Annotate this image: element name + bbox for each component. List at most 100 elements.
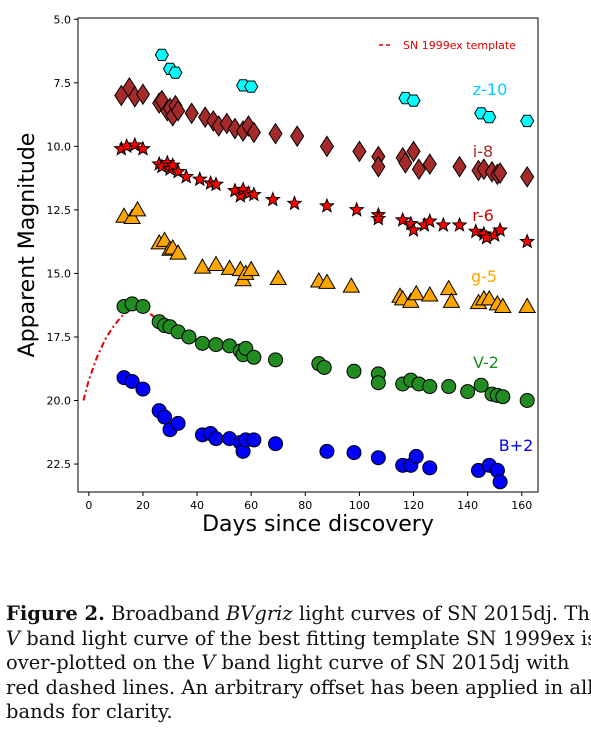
data-point-r-6 bbox=[451, 216, 468, 232]
data-point-v-2 bbox=[370, 375, 386, 391]
data-point-v-2 bbox=[346, 363, 362, 379]
data-point-i-8 bbox=[184, 102, 199, 125]
data-point-z-10 bbox=[406, 94, 421, 107]
data-point-i-8 bbox=[398, 151, 413, 174]
data-point-r-6 bbox=[264, 191, 281, 207]
data-point-g-5 bbox=[518, 297, 537, 313]
data-point-r-6 bbox=[126, 136, 143, 152]
data-point-r-6 bbox=[207, 176, 225, 192]
data-point-r-6 bbox=[191, 170, 208, 187]
data-point-r-6 bbox=[170, 163, 187, 179]
data-point-b-2 bbox=[246, 432, 262, 448]
data-point-g-5 bbox=[439, 279, 458, 296]
data-point-r-6 bbox=[370, 210, 387, 226]
band-label-r-6: r-6 bbox=[472, 206, 494, 225]
data-point-b-2 bbox=[422, 460, 438, 476]
caption-text-2: band light curve of the best fitting tem… bbox=[26, 626, 591, 650]
y-tick-label: 22.5 bbox=[47, 458, 72, 471]
x-tick-label: 60 bbox=[244, 499, 258, 512]
data-point-r-6 bbox=[421, 212, 438, 229]
data-point-g-5 bbox=[480, 289, 499, 306]
data-point-r-6 bbox=[134, 140, 151, 156]
data-point-i-8 bbox=[290, 125, 305, 148]
data-markers-layer bbox=[113, 48, 537, 490]
caption-text-4: red dashed lines. An arbitrary offset ha… bbox=[6, 675, 591, 699]
caption-text-5: bands for clarity. bbox=[6, 700, 173, 723]
x-tick-label: 100 bbox=[349, 499, 370, 512]
data-point-i-8 bbox=[411, 158, 427, 181]
x-tick-label: 20 bbox=[136, 499, 150, 512]
band-label-v-2: V-2 bbox=[473, 353, 499, 372]
plot-frame bbox=[77, 17, 539, 493]
data-point-b-2 bbox=[208, 431, 224, 447]
data-point-g-5 bbox=[493, 297, 512, 313]
data-point-g-5 bbox=[123, 208, 141, 225]
data-point-b-2 bbox=[268, 436, 284, 452]
figure-caption: Figure 2. Broadband BVgriz light curves … bbox=[6, 602, 591, 725]
data-point-r-6 bbox=[318, 197, 335, 213]
band-label-i-8: i-8 bbox=[473, 142, 493, 161]
axes-frame bbox=[77, 17, 539, 493]
data-point-b-2 bbox=[408, 448, 424, 464]
y-tick-label: 15.0 bbox=[47, 267, 72, 280]
data-point-v-2 bbox=[473, 377, 489, 393]
data-point-g-5 bbox=[401, 292, 420, 308]
caption-text-3a: over-plotted on the bbox=[6, 651, 195, 674]
data-point-v-2 bbox=[268, 352, 284, 368]
data-point-g-5 bbox=[407, 284, 426, 301]
band-label-g-5: g-5 bbox=[471, 267, 497, 286]
caption-line-1: Figure 2. Broadband BVgriz light curves … bbox=[6, 602, 591, 627]
data-point-r-6 bbox=[405, 221, 422, 238]
light-curve-chart: 0 20 40 60 80 100 120 140 160 5.0 7.5 10.0 12.5 15.0 1… bbox=[15, 13, 539, 537]
data-point-g-5 bbox=[207, 255, 225, 272]
band-labels: z-10 i-8 r-6 g-5 V-2 B+2 bbox=[471, 80, 533, 455]
data-point-g-5 bbox=[242, 260, 261, 277]
data-point-r-6 bbox=[178, 168, 195, 184]
caption-text-1b: light curves of SN 2015dj. The bbox=[298, 602, 591, 625]
data-point-v-2 bbox=[519, 393, 535, 409]
data-point-i-8 bbox=[422, 153, 437, 176]
data-point-i-8 bbox=[352, 140, 367, 163]
caption-math-bvgriz: BVgriz bbox=[225, 602, 293, 625]
data-point-z-10 bbox=[482, 111, 497, 124]
data-point-r-6 bbox=[492, 221, 509, 238]
data-point-z-10 bbox=[244, 80, 259, 93]
x-tick-label: 120 bbox=[403, 499, 424, 512]
data-point-b-2 bbox=[370, 450, 386, 466]
data-point-v-2 bbox=[208, 337, 224, 353]
data-point-i-8 bbox=[135, 83, 151, 106]
data-point-i-8 bbox=[268, 122, 283, 145]
y-tick-label: 10.0 bbox=[47, 140, 72, 153]
data-point-z-10 bbox=[168, 66, 183, 79]
caption-line-2: V band light curve of the best fitting t… bbox=[6, 627, 591, 652]
data-point-r-6 bbox=[467, 223, 484, 239]
y-tick-label: 12.5 bbox=[47, 204, 72, 217]
data-point-b-2 bbox=[157, 409, 173, 425]
data-point-z-10 bbox=[154, 48, 169, 61]
y-tick-label: 7.5 bbox=[54, 77, 72, 90]
data-point-r-6 bbox=[519, 233, 536, 249]
data-point-v-2 bbox=[495, 389, 511, 405]
data-point-v-2 bbox=[246, 349, 262, 365]
data-point-i-8 bbox=[520, 165, 535, 188]
data-point-i-8 bbox=[406, 140, 421, 163]
legend-label: SN 1999ex template bbox=[403, 39, 516, 52]
data-point-v-2 bbox=[316, 359, 332, 375]
axes-labels: 0 20 40 60 80 100 120 140 160 5.0 7.5 10.0 12.5 15.0 1… bbox=[15, 13, 532, 537]
data-point-z-10 bbox=[520, 114, 535, 128]
data-point-i-8 bbox=[319, 135, 335, 158]
data-point-g-5 bbox=[269, 269, 288, 286]
y-axis-title: Apparent Magnitude bbox=[15, 133, 40, 358]
y-tick-label: 17.5 bbox=[47, 331, 72, 344]
data-point-b-2 bbox=[135, 381, 151, 397]
data-point-g-5 bbox=[342, 277, 361, 293]
x-tick-label: 40 bbox=[190, 499, 204, 512]
caption-text-1a: Broadband bbox=[111, 602, 220, 625]
band-label-b-2: B+2 bbox=[499, 436, 534, 455]
data-point-b-2 bbox=[319, 443, 335, 459]
data-point-g-5 bbox=[220, 259, 239, 275]
x-axis-title: Days since discovery bbox=[202, 512, 434, 537]
caption-text-3b: band light curve of SN 2015dj with bbox=[221, 651, 570, 674]
data-point-b-2 bbox=[492, 474, 508, 490]
data-point-b-2 bbox=[124, 373, 140, 389]
